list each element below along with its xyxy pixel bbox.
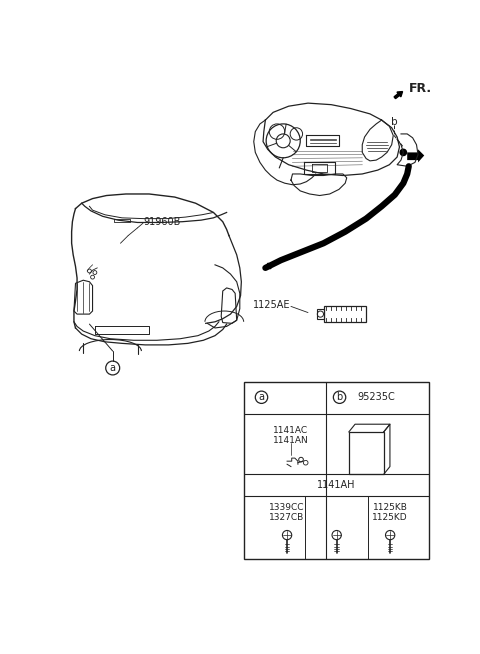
Text: 91960B: 91960B: [144, 216, 181, 227]
FancyArrow shape: [265, 262, 276, 269]
Text: FR.: FR.: [409, 82, 432, 95]
Circle shape: [399, 148, 407, 156]
Text: a: a: [110, 363, 116, 373]
Text: 1125KB
1125KD: 1125KB 1125KD: [372, 503, 408, 523]
Bar: [244, 382, 429, 559]
Text: 1141AH: 1141AH: [317, 480, 356, 490]
Text: a: a: [259, 392, 264, 402]
Text: b: b: [391, 117, 397, 128]
Bar: [349, 432, 384, 474]
Text: 1125AE: 1125AE: [253, 300, 291, 310]
Polygon shape: [407, 149, 424, 162]
Text: 1339CC
1327CB: 1339CC 1327CB: [269, 503, 305, 523]
Text: 95235C: 95235C: [357, 392, 395, 402]
FancyArrow shape: [394, 92, 403, 99]
Bar: [317, 309, 324, 318]
Text: 1141AC
1141AN: 1141AC 1141AN: [273, 426, 309, 445]
Bar: [324, 307, 366, 322]
Text: b: b: [336, 392, 343, 402]
